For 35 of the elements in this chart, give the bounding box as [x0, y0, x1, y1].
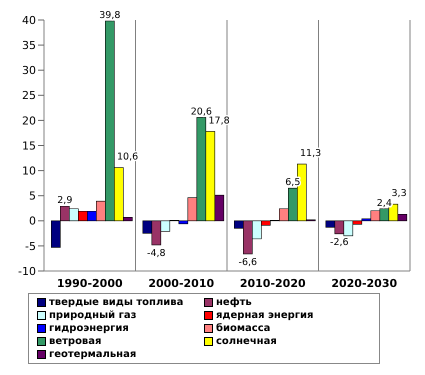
data-label: 17,8 [208, 115, 230, 126]
data-label: -6,6 [238, 256, 258, 268]
legend-label: гидроэнергия [49, 323, 129, 334]
y-tick-label: -5 [25, 240, 36, 253]
data-label: -2,6 [330, 236, 349, 248]
y-tick-label: 20 [22, 114, 36, 128]
y-tick-label: 15 [22, 139, 36, 152]
data-label: 3,3 [392, 188, 407, 200]
data-label: 20,6 [190, 106, 212, 118]
y-tick-label: -10 [18, 264, 36, 278]
data-label: -4,8 [147, 248, 166, 259]
x-tick-label: 2010-2020 [240, 276, 306, 290]
x-tick-label: 2020-2030 [331, 276, 398, 290]
x-tick-label: 2000-2010 [148, 276, 214, 290]
legend-label: ветровая [49, 336, 102, 347]
data-label: 2,9 [57, 195, 72, 206]
x-tick-label: 1990-2000 [56, 276, 123, 290]
y-tick-label: 10 [22, 164, 36, 178]
y-tick-label: 40 [22, 14, 36, 27]
data-label: 39,8 [99, 10, 120, 22]
legend-label: геотермальная [49, 349, 136, 360]
legend-label: ядерная энергия [216, 310, 314, 321]
legend-label: нефть [216, 297, 252, 308]
data-label: 2,4 [376, 198, 392, 209]
y-tick-label: 5 [29, 190, 36, 203]
data-label: 10,6 [117, 152, 138, 163]
y-tick-label: 0 [29, 214, 36, 228]
y-tick-label: 35 [22, 39, 36, 52]
legend-label: природный газ [49, 310, 136, 321]
data-label: 11,3 [300, 148, 322, 160]
y-tick-label: 25 [22, 89, 36, 102]
legend-label: солнечная [216, 336, 277, 347]
y-tick-label: 30 [22, 64, 36, 78]
legend-label: биомасса [216, 323, 270, 334]
legend-label: твердые виды топлива [49, 297, 184, 308]
